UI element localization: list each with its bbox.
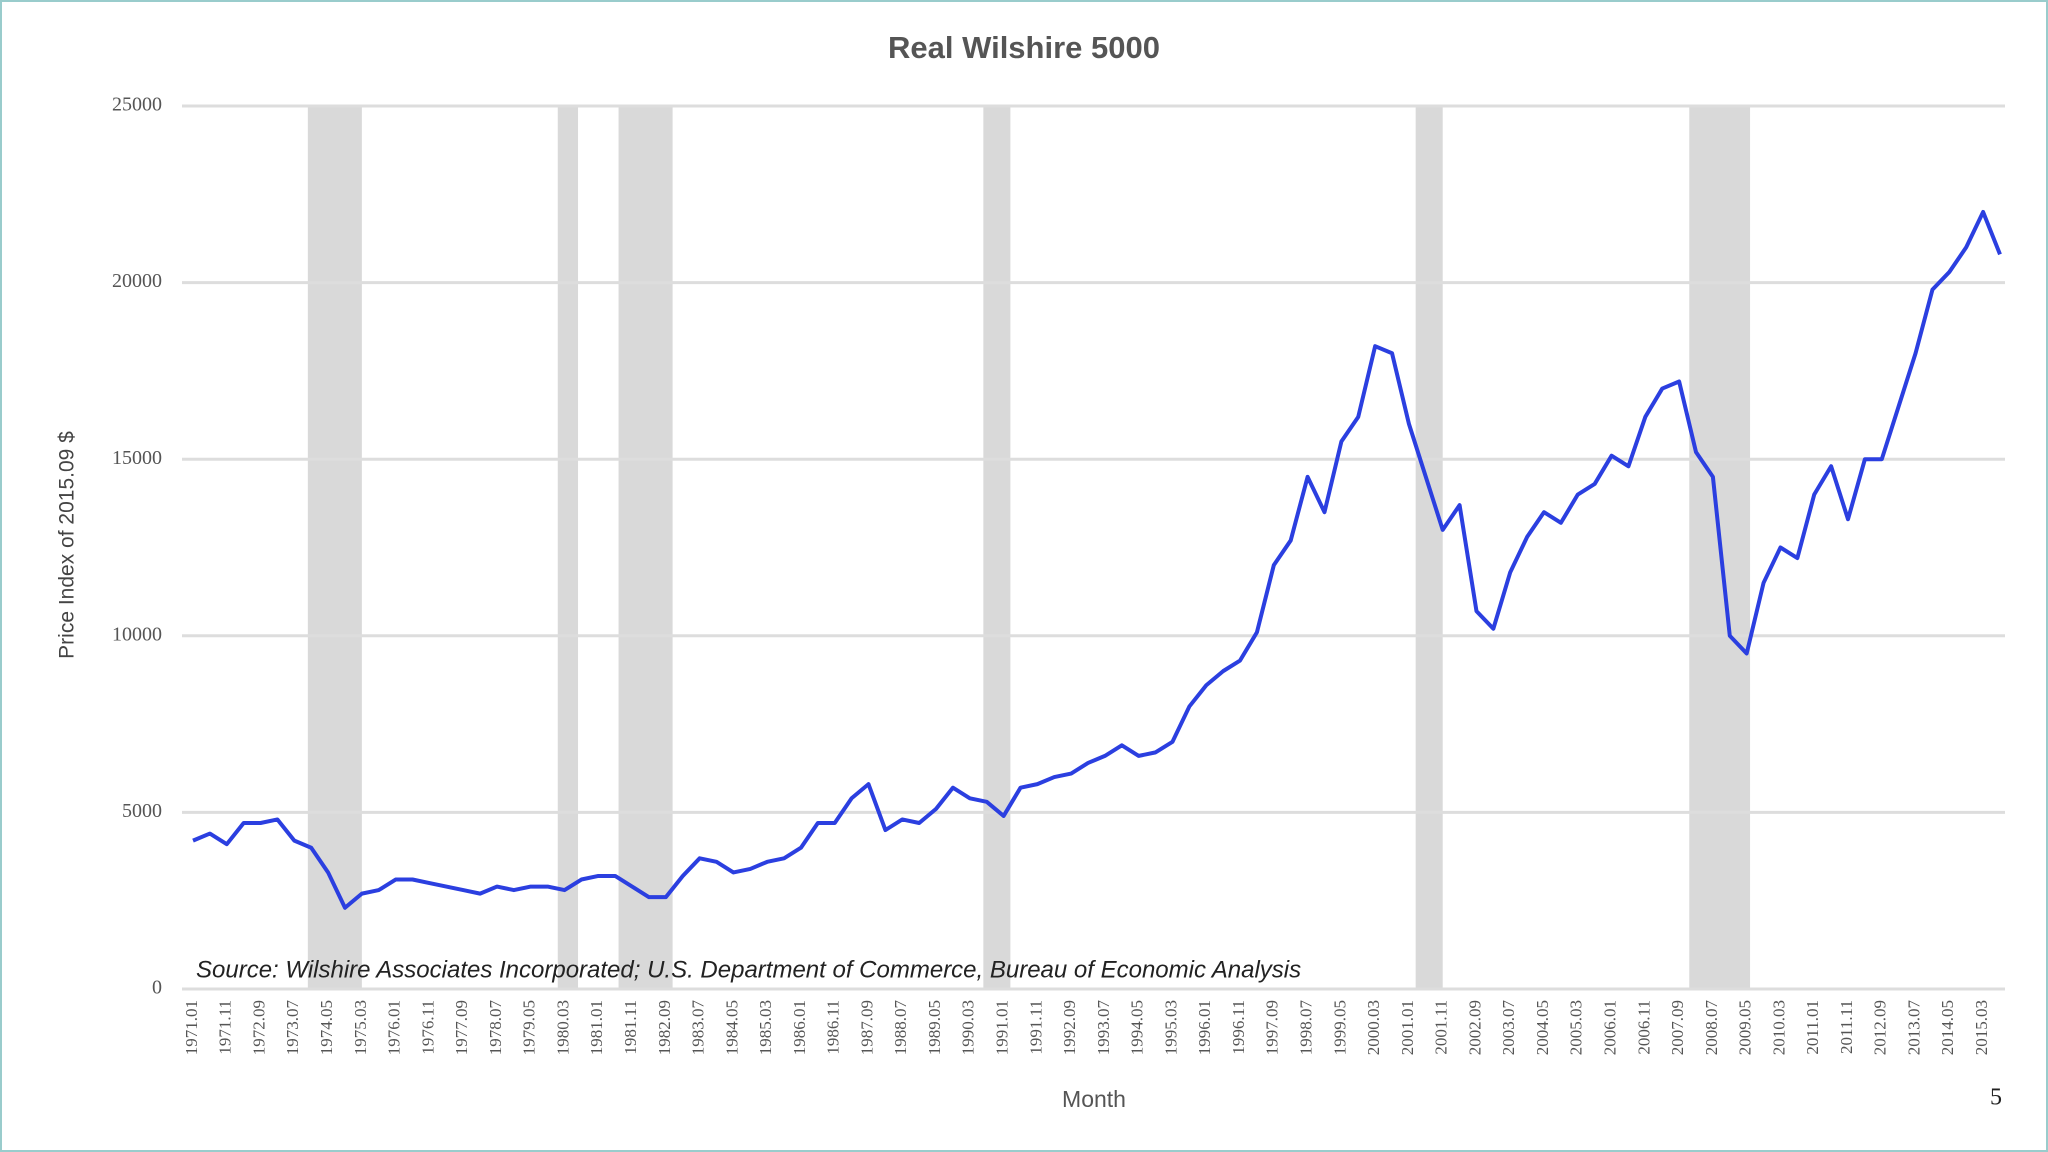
data-line [192,209,2002,910]
x-tick-label: 1991.11 [1026,1000,1045,1055]
x-tick-label: 2012.09 [1871,1000,1890,1055]
x-tick-label: 1986.01 [790,1000,809,1055]
y-axis-label: Price Index of 2015.09 $ [56,431,79,659]
y-tick-label: 0 [152,977,162,999]
recession-band [983,106,1011,989]
x-tick-label: 1997.09 [1263,1000,1282,1055]
x-tick-label: 2003.07 [1499,1000,1518,1056]
x-tick-label: 1994.05 [1128,1000,1147,1055]
x-tick-label: 1990.03 [959,1000,978,1055]
x-tick-label: 2013.07 [1904,1000,1923,1056]
x-tick-label: 1980.03 [553,1000,572,1055]
x-tick-label: 1985.03 [756,1000,775,1055]
x-tick-label: 2010.03 [1769,1000,1788,1055]
x-tick-label: 2011.11 [1837,1000,1856,1054]
y-tick-label: 5000 [122,800,162,822]
x-tick-label: 1972.09 [249,1000,268,1055]
y-tick-label: 15000 [112,447,162,469]
x-tick-label: 1973.07 [283,1000,302,1056]
x-tick-label: 1981.11 [621,1000,640,1055]
x-tick-label: 1971.11 [216,1000,235,1055]
annotation: Source: Wilshire Associates Incorporated… [196,956,1301,983]
x-tick-label: 1996.11 [1229,1000,1248,1055]
x-tick-label: 1976.01 [385,1000,404,1055]
x-tick-label: 1979.05 [520,1000,539,1055]
y-tick-label: 20000 [112,270,162,292]
x-tick-label: 1998.07 [1297,1000,1316,1056]
recession-band [1415,106,1443,989]
x-tick-label: 1999.05 [1330,1000,1349,1055]
x-tick-label: 2006.01 [1600,1000,1619,1055]
x-tick-label: 1995.03 [1161,1000,1180,1055]
x-tick-label: 2011.01 [1803,1000,1822,1055]
x-tick-label: 2008.07 [1702,1000,1721,1056]
x-tick-label: 1977.09 [452,1000,471,1055]
y-tick-label: 10000 [112,623,162,645]
x-tick-label: 1976.11 [418,1000,437,1055]
x-tick-label: 1993.07 [1094,1000,1113,1056]
x-tick-label: 1983.07 [689,1000,708,1056]
x-tick-label: 2000.03 [1364,1000,1383,1055]
x-tick-label: 1974.05 [317,1000,336,1055]
x-tick-label: 1981.01 [587,1000,606,1055]
x-tick-label: 1992.09 [1060,1000,1079,1055]
x-tick-label: 1978.07 [486,1000,505,1056]
x-tick-label: 1996.01 [1195,1000,1214,1055]
x-tick-label: 1984.05 [722,1000,741,1055]
x-tick-label: 2001.01 [1398,1000,1417,1055]
page-number: 5 [1990,1085,2002,1111]
x-tick-label: 2006.11 [1634,1000,1653,1055]
x-tick-label: 2009.05 [1736,1000,1755,1055]
x-tick-label: 1971.01 [182,1000,201,1055]
x-tick-label: 2002.09 [1465,1000,1484,1055]
x-axis-label: Month [1062,1086,1126,1112]
recession-band [618,106,673,989]
x-tick-label: 2001.11 [1432,1000,1451,1055]
x-tick-label: 1987.09 [857,1000,876,1055]
x-tick-label: 1991.01 [993,1000,1012,1055]
x-tick-label: 2007.09 [1668,1000,1687,1055]
x-tick-label: 1982.09 [655,1000,674,1055]
x-tick-label: 1988.07 [891,1000,910,1056]
chart-title: Real Wilshire 5000 [888,30,1160,65]
recession-band [557,106,579,989]
x-tick-label: 1986.11 [824,1000,843,1055]
x-tick-label: 2004.05 [1533,1000,1552,1055]
x-tick-label: 2014.05 [1938,1000,1957,1055]
x-tick-label: 1989.05 [925,1000,944,1055]
x-tick-label: 2005.03 [1567,1000,1586,1055]
y-tick-label: 25000 [112,94,162,116]
recession-band [307,106,362,989]
x-tick-label: 2015.03 [1972,1000,1991,1055]
x-tick-label: 1975.03 [351,1000,370,1055]
